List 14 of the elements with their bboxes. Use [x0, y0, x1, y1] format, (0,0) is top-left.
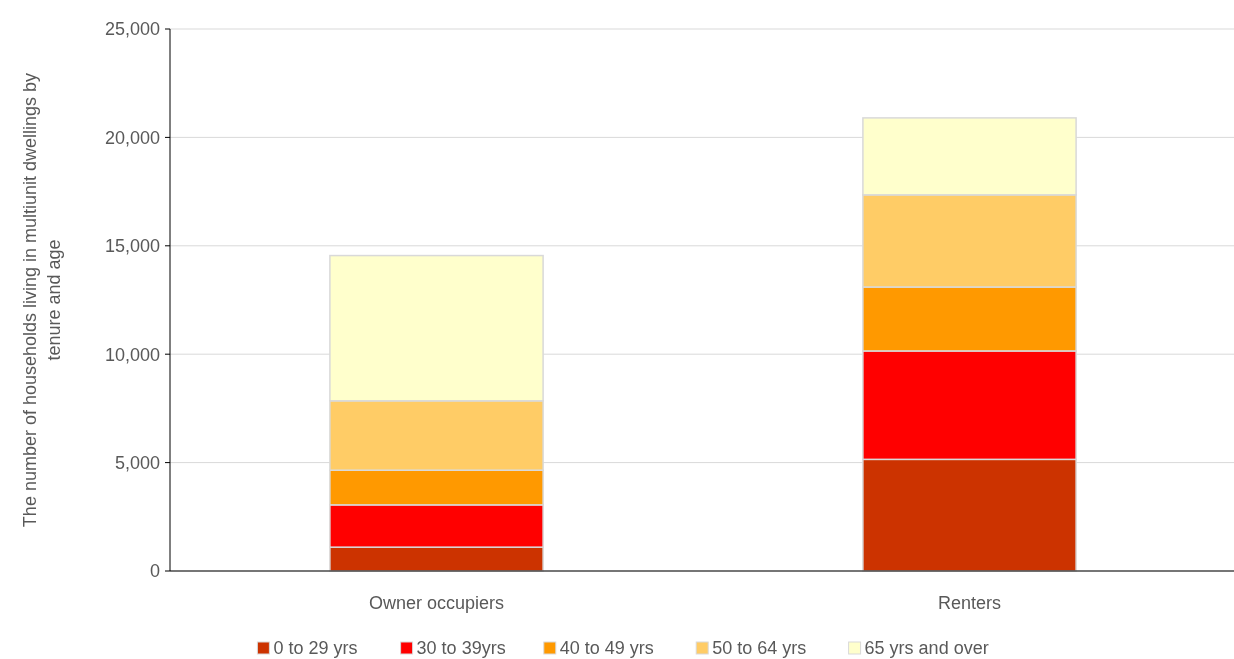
y-tick-label: 5,000 [114, 452, 160, 473]
y-tick-label: 20,000 [104, 127, 160, 148]
y-axis-title: The number of households living in multiunit dwellings by tenure and age [20, 72, 64, 528]
y-tick-label: 0 [149, 561, 160, 582]
legend-label: 30 to 39yrs [416, 638, 506, 659]
x-tick-label: Owner occupiers [368, 593, 505, 613]
y-tick-label: 25,000 [104, 19, 160, 40]
legend-label: 65 yrs and over [864, 638, 989, 659]
legend-label: 0 to 29 yrs [273, 638, 358, 659]
x-tick-label: Renters [937, 593, 1002, 613]
legend-label: 40 to 49 yrs [559, 638, 654, 659]
y-tick-label: 15,000 [104, 236, 160, 257]
legend-label: 50 to 64 yrs [712, 638, 807, 659]
y-tick-label: 10,000 [104, 344, 160, 365]
